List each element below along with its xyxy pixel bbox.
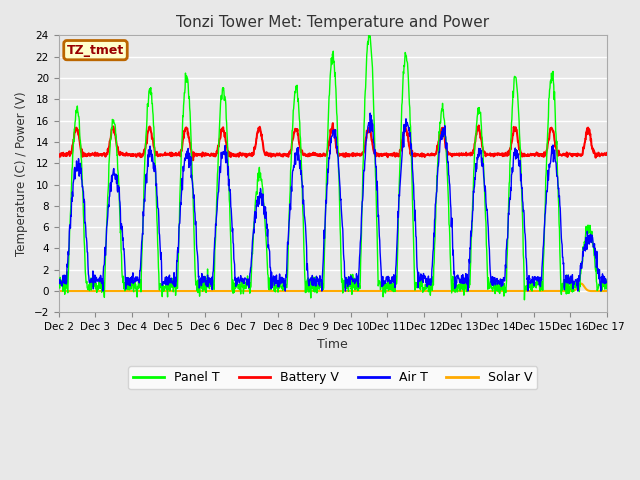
Air T <box>538 260 546 266</box>
Panel T <box>520 297 528 303</box>
X-axis label: Time: Time <box>317 337 348 351</box>
Air T <box>603 279 611 285</box>
Battery V <box>163 152 171 157</box>
Y-axis label: Temperature (C) / Power (V): Temperature (C) / Power (V) <box>15 92 28 256</box>
Line: Solar V: Solar V <box>59 284 607 291</box>
Solar V <box>163 288 171 294</box>
Panel T <box>418 283 426 289</box>
Legend: Panel T, Battery V, Air T, Solar V: Panel T, Battery V, Air T, Solar V <box>128 366 537 389</box>
Solar V <box>577 281 585 287</box>
Air T <box>99 288 107 294</box>
Panel T <box>538 279 546 285</box>
Battery V <box>419 151 426 156</box>
Battery V <box>55 153 63 159</box>
Air T <box>177 202 185 207</box>
Solar V <box>238 288 246 294</box>
Battery V <box>329 120 337 126</box>
Battery V <box>603 150 611 156</box>
Solar V <box>418 288 426 294</box>
Solar V <box>603 288 611 294</box>
Battery V <box>538 153 546 159</box>
Solar V <box>538 288 545 294</box>
Solar V <box>55 288 63 294</box>
Panel T <box>365 31 373 36</box>
Solar V <box>177 288 184 294</box>
Panel T <box>238 281 246 287</box>
Text: TZ_tmet: TZ_tmet <box>67 44 124 57</box>
Battery V <box>189 157 197 163</box>
Battery V <box>177 154 184 159</box>
Panel T <box>490 282 497 288</box>
Air T <box>164 276 172 281</box>
Panel T <box>177 180 184 185</box>
Air T <box>419 278 426 284</box>
Air T <box>366 110 374 116</box>
Line: Panel T: Panel T <box>59 34 607 300</box>
Battery V <box>238 150 246 156</box>
Line: Air T: Air T <box>59 113 607 291</box>
Panel T <box>163 288 171 293</box>
Air T <box>238 276 246 281</box>
Battery V <box>490 153 498 158</box>
Panel T <box>55 284 63 289</box>
Air T <box>490 275 498 281</box>
Air T <box>55 277 63 283</box>
Solar V <box>490 288 497 294</box>
Panel T <box>603 277 611 283</box>
Title: Tonzi Tower Met: Temperature and Power: Tonzi Tower Met: Temperature and Power <box>176 15 489 30</box>
Line: Battery V: Battery V <box>59 123 607 160</box>
